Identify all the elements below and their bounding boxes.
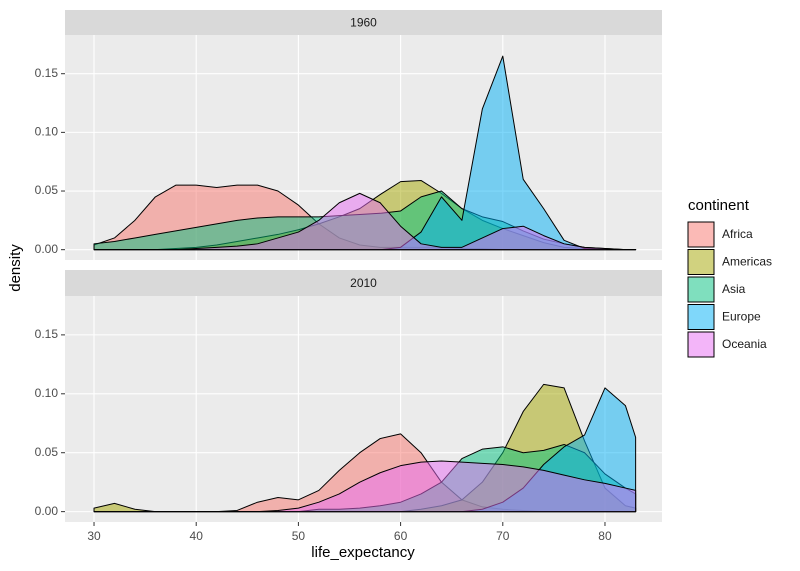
legend-label: Asia	[722, 282, 746, 296]
legend-key	[687, 221, 715, 248]
y-tick-label: 0.15	[35, 66, 59, 80]
legend-key	[687, 304, 715, 330]
legend-key	[687, 276, 715, 303]
facet-strip	[65, 270, 662, 296]
legend-label: Europe	[722, 310, 761, 324]
legend-label: Africa	[722, 227, 753, 241]
facet-title: 1960	[350, 16, 377, 30]
facet-title: 2010	[350, 276, 377, 290]
facet-strip	[65, 10, 662, 35]
y-tick-label: 0.00	[35, 242, 59, 256]
legend-key	[687, 249, 715, 275]
y-tick-label: 0.10	[35, 386, 59, 400]
y-tick-label: 0.05	[35, 445, 59, 459]
y-tick-label: 0.00	[35, 504, 59, 518]
y-tick-label: 0.05	[35, 183, 59, 197]
x-tick-label: 70	[496, 529, 510, 543]
x-tick-label: 80	[598, 529, 612, 543]
x-tick-label: 40	[190, 529, 204, 543]
legend-key	[687, 331, 715, 358]
x-axis-label: life_expectancy	[311, 544, 415, 561]
y-tick-label: 0.15	[35, 327, 59, 341]
x-tick-label: 30	[87, 529, 101, 543]
x-tick-label: 60	[394, 529, 408, 543]
y-axis-label: density	[7, 244, 24, 292]
legend-title: continent	[688, 197, 750, 214]
x-tick-label: 50	[292, 529, 306, 543]
y-tick-label: 0.10	[35, 125, 59, 139]
legend-label: Americas	[722, 255, 772, 269]
density-area	[93, 460, 637, 513]
legend-label: Oceania	[722, 337, 767, 351]
density-area	[93, 192, 637, 251]
